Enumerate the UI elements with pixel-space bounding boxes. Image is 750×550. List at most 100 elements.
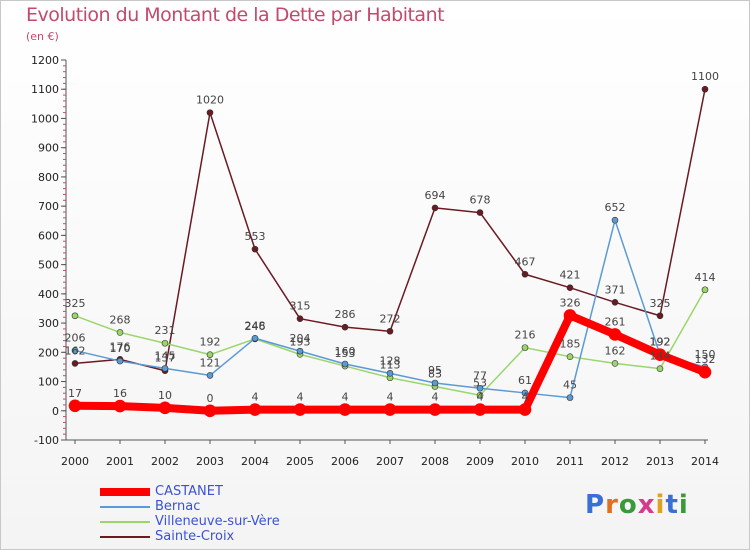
data-point [566,284,574,292]
legend-label: Villeneuve-sur-Vère [155,514,280,529]
legend-item: Sainte-Croix [100,529,280,544]
data-label: 10 [158,389,172,402]
data-label: 553 [245,230,266,243]
data-point [341,360,349,368]
data-label: 652 [605,201,626,214]
y-tick-label: 1100 [31,83,59,96]
legend-swatch [100,520,150,523]
x-tick-label: 2010 [511,455,539,468]
series-lines [68,85,712,418]
y-tick-label: 100 [38,376,59,389]
x-tick-label: 2009 [466,455,494,468]
data-label: 216 [515,329,536,342]
data-label: 53 [473,376,487,389]
y-tick-label: 700 [38,200,59,213]
x-tick-label: 2013 [646,455,674,468]
data-point [206,372,214,379]
y-tick-label: 200 [38,346,59,359]
data-label: 206 [65,332,86,345]
axes: -100010020030040050060070080090010001100… [31,54,719,468]
x-tick-label: 2006 [331,455,359,468]
data-label: 17 [68,387,82,400]
data-point [656,312,664,320]
data-label: 204 [290,332,311,345]
y-tick-label: 600 [38,229,59,242]
y-tick-label: 500 [38,259,59,272]
data-label: 467 [515,255,536,268]
data-point [476,209,484,216]
proxiti-logo: Proxiti [585,490,689,520]
data-label: 414 [695,271,716,284]
data-point [161,339,169,347]
x-tick-label: 2011 [556,455,584,468]
data-label: 4 [522,391,529,404]
logo-letter: r [605,490,619,520]
x-tick-label: 2002 [151,455,179,468]
data-point [203,404,217,418]
data-label: 121 [200,356,221,369]
x-tick-label: 2005 [286,455,314,468]
data-label: 325 [650,297,671,310]
legend-label: CASTANET [155,484,223,499]
data-point [386,370,394,377]
data-label: 150 [695,348,716,361]
data-label: 315 [290,300,311,313]
data-label: 145 [155,349,176,362]
data-label: 4 [342,391,349,404]
data-point [71,360,79,367]
data-label: 128 [380,354,401,367]
data-label: 160 [335,345,356,358]
data-label: 162 [65,344,86,357]
data-point [341,323,349,331]
data-point [563,309,577,322]
data-label: 4 [432,391,439,404]
chart-title: Evolution du Montant de la Dette par Hab… [26,4,445,26]
legend-label: Bernac [155,499,201,514]
y-tick-label: 400 [38,288,59,301]
data-label: 83 [428,368,442,381]
data-point [656,365,664,372]
data-label: 193 [290,335,311,348]
data-point [701,85,709,93]
data-label: 248 [245,319,266,332]
y-tick-label: 800 [38,171,59,184]
logo-letter: t [665,490,679,520]
logo-letter: o [618,490,638,520]
logo-letter: P [585,490,606,520]
data-label: 272 [380,312,401,325]
y-tick-label: 300 [38,317,59,330]
data-labels: 162 176 137 1020 553 315 286 272 694 678 467 421 371… [65,70,720,405]
data-label: 137 [155,352,176,365]
data-point [521,344,529,351]
x-tick-label: 2003 [196,455,224,468]
data-point [431,204,439,212]
data-point [566,394,574,401]
legend-swatch [100,505,150,508]
data-point [518,403,532,416]
data-point [608,328,622,341]
data-label: 113 [380,359,401,372]
data-label: 4 [297,391,304,404]
data-point [206,351,214,358]
data-point [476,391,484,399]
data-point [701,286,709,294]
data-label: 261 [605,315,626,328]
legend-item: Villeneuve-sur-Vère [100,514,280,529]
data-label: 371 [605,283,626,296]
data-label: 678 [470,194,491,207]
data-point [248,403,262,416]
y-tick-label: 1000 [31,112,59,125]
data-label: 1020 [196,94,224,107]
data-point [116,329,124,336]
data-label: 326 [560,296,581,309]
legend-label: Sainte-Croix [155,529,235,544]
data-label: 185 [560,338,581,351]
data-point [251,334,259,342]
data-label: 16 [113,387,127,400]
data-point [611,360,619,367]
data-label: 192 [200,336,221,349]
data-point [206,109,214,116]
data-label: 268 [110,313,131,326]
